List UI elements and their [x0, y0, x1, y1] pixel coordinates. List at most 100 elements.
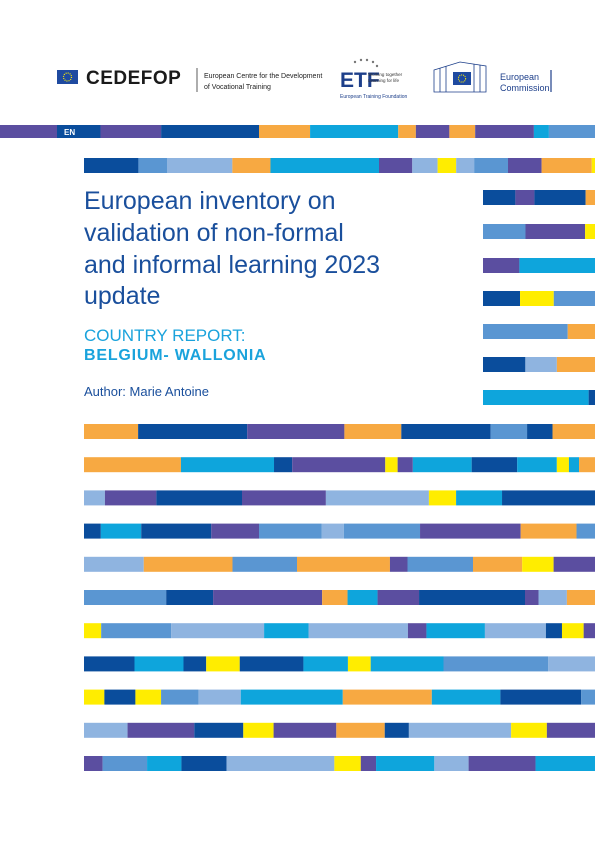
- stripe: [321, 523, 344, 539]
- stripe: [240, 689, 343, 705]
- stripe: [239, 656, 304, 672]
- title-line: and informal learning 2023: [84, 251, 380, 279]
- stripe: [84, 424, 139, 439]
- etf-logo: ETF: [340, 69, 380, 92]
- ec-flag: [453, 72, 471, 85]
- stripe: [579, 457, 595, 473]
- cedefop-name: European Centre for the Development: [204, 73, 322, 80]
- stripe: [566, 590, 595, 605]
- stripe: [449, 125, 476, 138]
- stripe: [84, 623, 102, 639]
- stripe: [420, 523, 521, 539]
- stripe: [511, 722, 547, 738]
- stripe: [517, 457, 557, 473]
- stripe: [343, 523, 421, 539]
- stripe: [213, 590, 323, 605]
- stripe: [456, 158, 475, 173]
- language-box: [57, 125, 84, 138]
- ec-building: [433, 61, 487, 93]
- ec-name: Commission: [500, 83, 550, 93]
- stripe: [134, 656, 184, 672]
- stripe: [428, 490, 457, 506]
- stripe: [525, 224, 586, 239]
- stripe: [548, 656, 595, 672]
- stripe: [443, 656, 549, 672]
- stripe: [585, 224, 595, 239]
- stripe: [194, 722, 244, 738]
- stripe: [292, 457, 386, 473]
- stripe: [161, 125, 260, 138]
- stripe: [548, 125, 595, 138]
- stripe: [556, 357, 595, 372]
- stripe: [567, 324, 595, 339]
- stripe: [483, 390, 589, 405]
- stripe: [325, 490, 429, 506]
- title-line: European inventory on: [84, 187, 336, 215]
- stripe: [303, 656, 348, 672]
- stripe: [546, 722, 595, 738]
- stripe: [524, 590, 539, 605]
- stripe: [376, 756, 435, 771]
- stripe: [101, 623, 172, 639]
- stripe: [0, 125, 67, 138]
- stripe: [474, 158, 509, 173]
- stripe: [585, 190, 595, 205]
- stripe: [156, 490, 243, 506]
- stripe: [468, 756, 536, 771]
- stripe: [412, 457, 472, 473]
- stripe: [226, 756, 335, 771]
- stripe: [525, 357, 557, 372]
- stripe: [198, 689, 241, 705]
- stripe: [401, 424, 491, 439]
- stripe: [389, 556, 408, 572]
- eu-flag: [57, 70, 78, 84]
- stripe: [141, 523, 212, 539]
- stripe: [242, 490, 326, 506]
- etf-stars: [353, 58, 379, 68]
- stripe: [556, 457, 569, 473]
- eu-stars: [62, 72, 73, 82]
- stripe: [471, 457, 518, 473]
- cedefop-name: of Vocational Training: [204, 84, 271, 91]
- stripe: [483, 224, 526, 239]
- stripe: [181, 756, 227, 771]
- stripe: [100, 523, 142, 539]
- stripe: [183, 656, 207, 672]
- stripe: [419, 590, 525, 605]
- stripe: [377, 590, 420, 605]
- author: Author: Marie Antoine: [84, 384, 209, 399]
- stripe: [308, 623, 408, 639]
- stripe: [259, 125, 311, 138]
- eu-stars: [457, 74, 467, 83]
- stripe: [519, 258, 595, 273]
- stripe: [104, 689, 136, 705]
- stripe: [412, 158, 438, 173]
- stripe: [147, 756, 182, 771]
- stripe: [437, 158, 457, 173]
- stripe: [408, 722, 512, 738]
- stripe: [370, 656, 444, 672]
- subtitle: COUNTRY REPORT:: [84, 326, 246, 345]
- stripe: [490, 424, 528, 439]
- stripe: [591, 158, 595, 173]
- stripe: [475, 125, 534, 138]
- stripe: [171, 623, 265, 639]
- stripe: [534, 190, 586, 205]
- language: EN: [64, 128, 75, 137]
- stripe: [247, 424, 345, 439]
- stripe: [483, 357, 526, 372]
- stripe: [385, 457, 398, 473]
- stripe: [161, 689, 199, 705]
- stripe: [379, 158, 413, 173]
- stripe: [527, 424, 553, 439]
- stripe: [138, 424, 248, 439]
- stripe: [552, 424, 595, 439]
- stripe: [538, 590, 567, 605]
- stripe: [508, 158, 542, 173]
- stripe: [274, 457, 293, 473]
- stripe: [84, 656, 135, 672]
- stripe: [84, 158, 139, 173]
- stripe: [520, 291, 554, 306]
- stripe: [535, 756, 595, 771]
- stripe: [347, 656, 371, 672]
